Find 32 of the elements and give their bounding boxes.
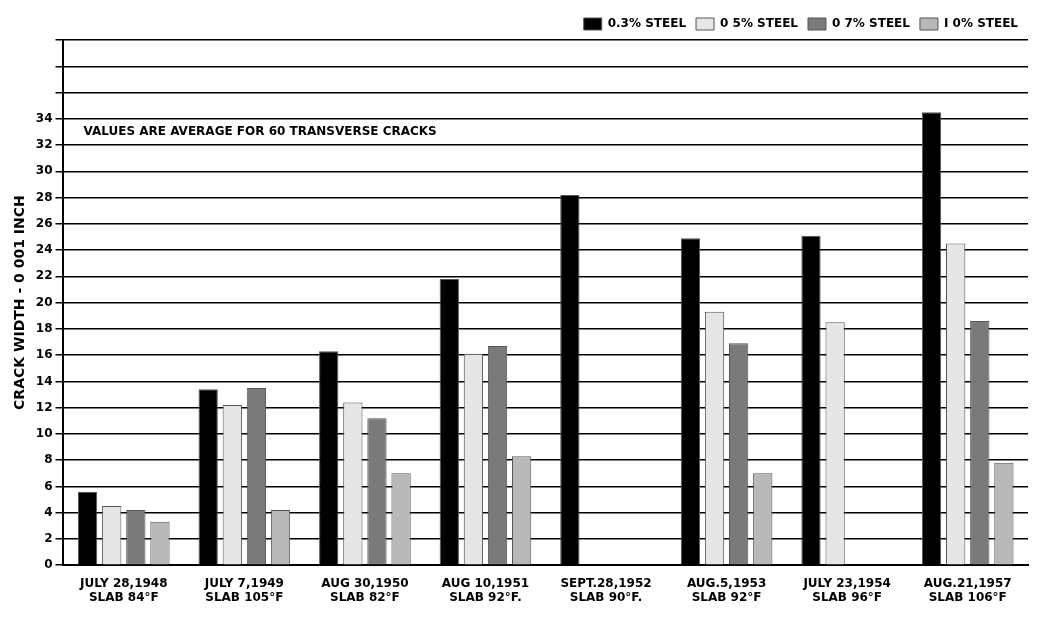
x-tick-label: JULY 28,1948 SLAB 84°F [79, 575, 168, 604]
x-tick-label: AUG 10,1951 SLAB 92°F. [441, 575, 530, 604]
annotation: VALUES ARE AVERAGE FOR 60 TRANSVERSE CRACKS [83, 124, 437, 139]
x-tick-label: SEPT.28,1952 SLAB 90°F. [560, 575, 652, 604]
y-tick-label: 26 [35, 215, 53, 230]
y-tick-label: 12 [35, 399, 53, 414]
y-tick-label: 22 [35, 268, 53, 283]
x-tick-label: JULY 23,1954 SLAB 96°F [802, 575, 891, 604]
y-tick-label: 32 [35, 137, 53, 152]
legend-label: I 0% STEEL [943, 16, 1019, 31]
y-tick-label: 0 [44, 557, 53, 572]
legend-label: 0 7% STEEL [831, 16, 911, 31]
y-tick-label: 24 [35, 242, 53, 257]
y-tick-label: 10 [35, 426, 53, 441]
x-tick-label: AUG.5,1953 SLAB 92°F [686, 575, 767, 604]
legend-label: 0.3% STEEL [607, 16, 687, 31]
y-tick-label: 2 [44, 531, 53, 546]
y-tick-label: 30 [35, 163, 53, 178]
y-tick-label: 8 [44, 452, 53, 467]
y-tick-label: 6 [44, 478, 53, 493]
y-tick-label: 14 [35, 373, 53, 388]
x-tick-label: JULY 7,1949 SLAB 105°F [203, 575, 284, 604]
y-tick-label: 28 [35, 189, 53, 204]
x-tick-label: AUG 30,1950 SLAB 82°F [321, 575, 409, 604]
y-axis-title: CRACK WIDTH - 0 001 INCH [11, 195, 28, 410]
y-tick-label: 18 [35, 320, 53, 335]
legend-label: 0 5% STEEL [720, 16, 799, 31]
y-tick-label: 4 [44, 504, 53, 519]
y-tick-label: 34 [35, 110, 53, 125]
y-tick-label: 20 [35, 294, 53, 309]
y-tick-label: 16 [35, 347, 53, 362]
x-tick-label: AUG.21,1957 SLAB 106°F [923, 575, 1012, 604]
